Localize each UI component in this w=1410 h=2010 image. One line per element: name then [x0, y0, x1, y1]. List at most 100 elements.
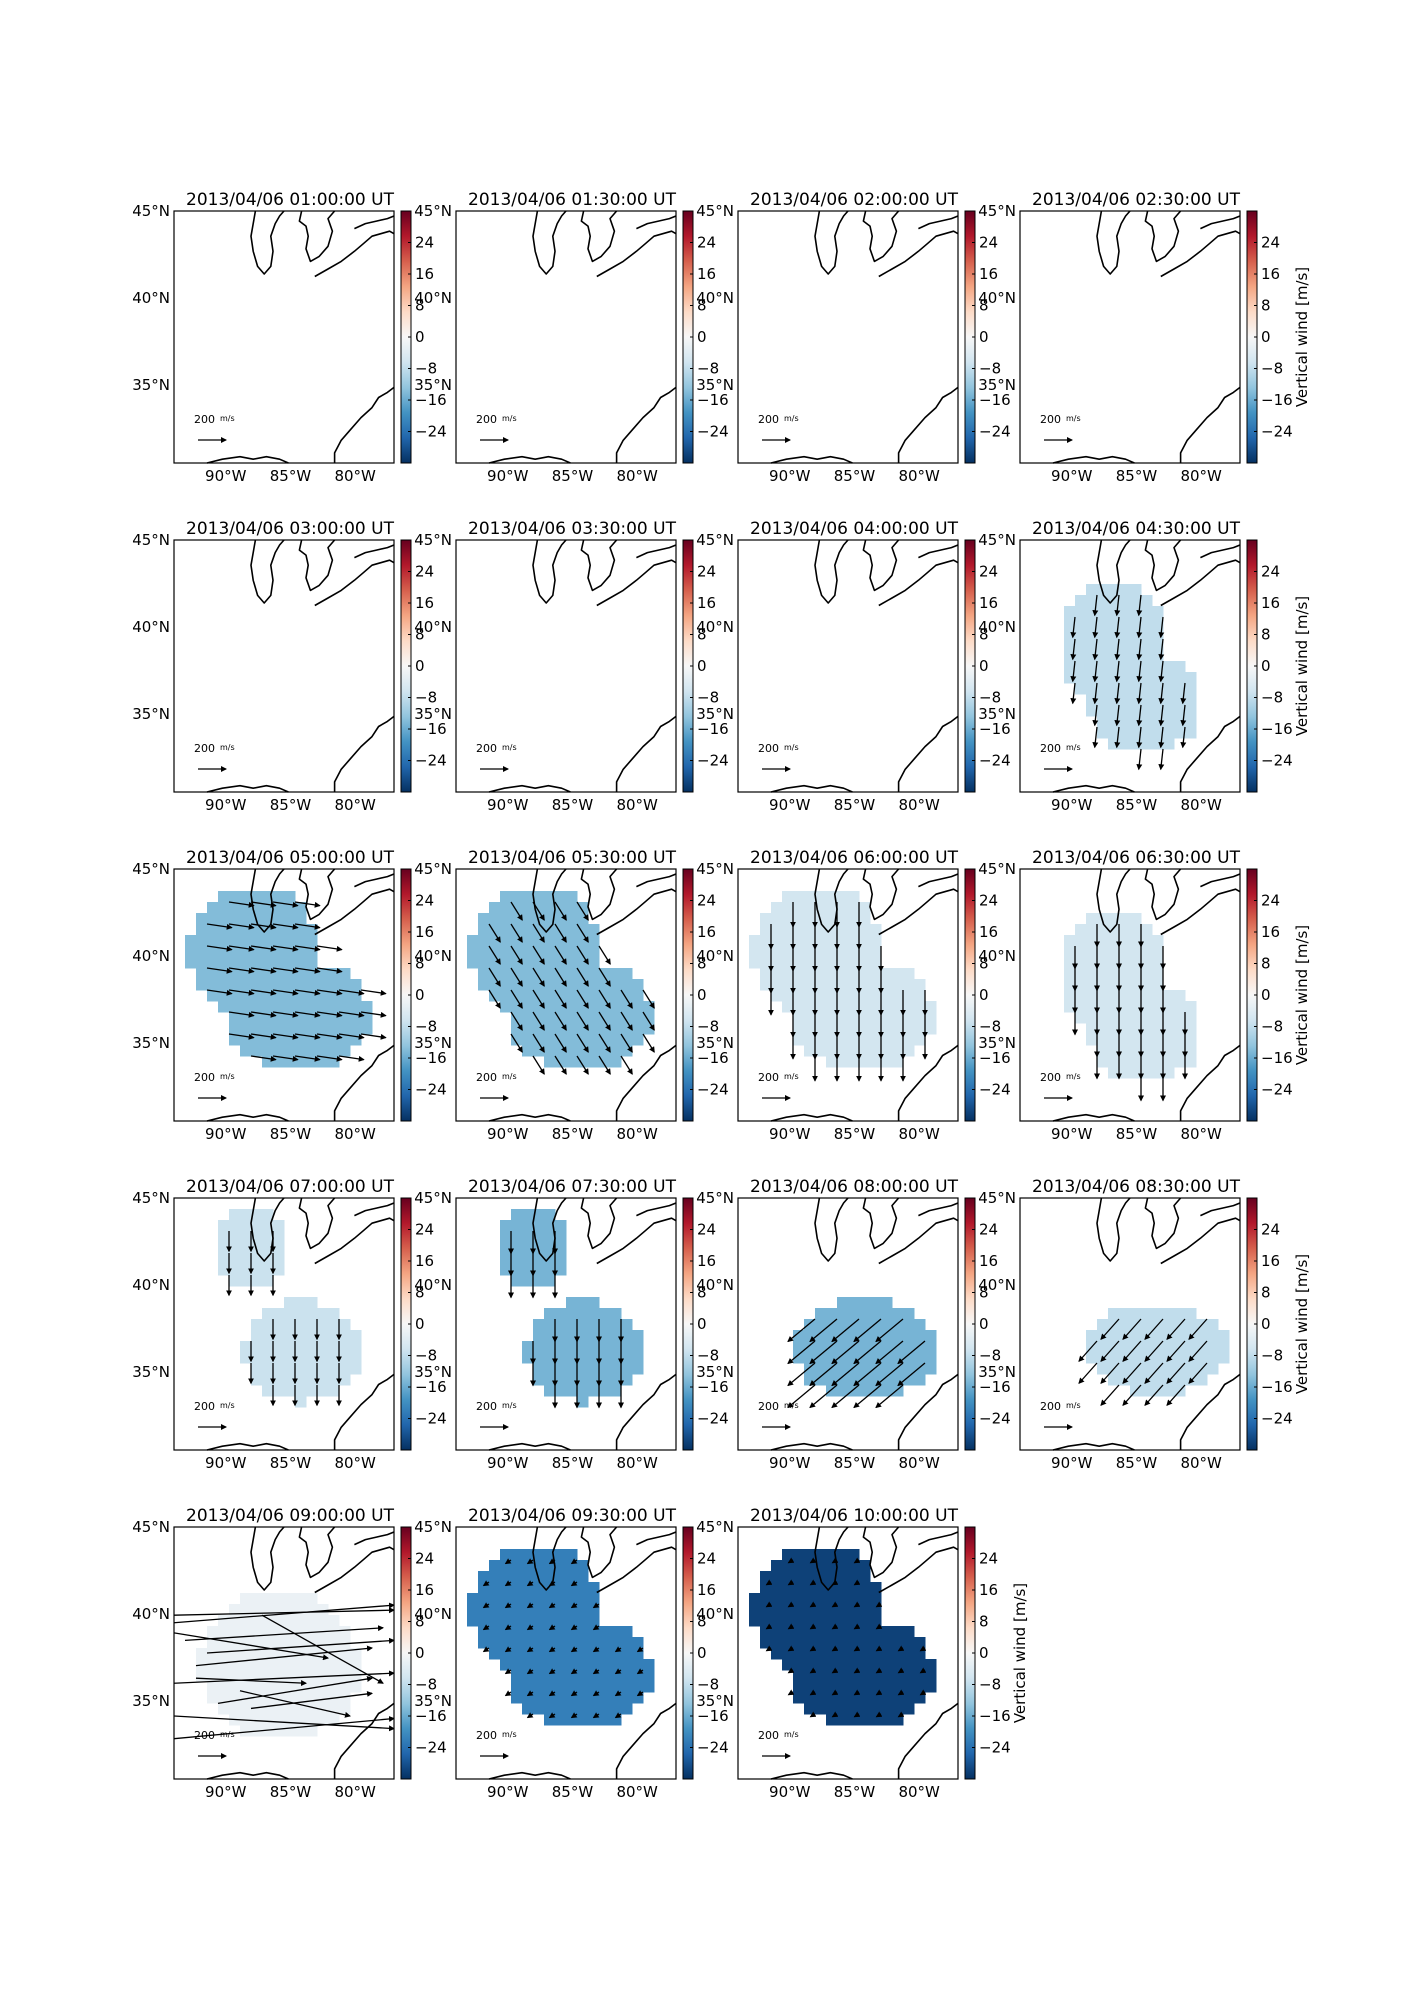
- colorbar-tick-label: 8: [697, 1284, 707, 1302]
- panel-title: 2013/04/06 04:30:00 UT: [1032, 519, 1241, 539]
- scale-unit: m/s: [220, 1072, 235, 1081]
- wind-vector: [250, 1011, 277, 1018]
- heatmap-cell: [229, 891, 241, 903]
- heatmap-cell: [544, 1374, 556, 1386]
- heatmap-cell: [1163, 990, 1175, 1002]
- wind-vector: [554, 901, 567, 921]
- colorbar-tick-label: −8: [979, 1347, 1001, 1365]
- heatmap-cell: [533, 1681, 545, 1693]
- lon-tick-label: 90°W: [487, 1454, 529, 1472]
- heatmap-cell: [837, 1045, 849, 1057]
- heatmap-cell: [848, 891, 860, 903]
- heatmap-cell: [339, 1637, 351, 1649]
- heatmap-cell: [1108, 913, 1120, 925]
- wind-vector: [554, 989, 567, 1009]
- lat-tick-label: 45°N: [414, 531, 452, 549]
- heatmap-cell: [914, 1670, 926, 1682]
- heatmap-cell: [555, 1549, 567, 1561]
- colorbar-tick-label: −16: [415, 1707, 447, 1725]
- coastline-path: [918, 215, 959, 230]
- heatmap-cell: [1141, 606, 1153, 618]
- heatmap-cell: [218, 913, 230, 925]
- wind-vector: [526, 1646, 534, 1653]
- heatmap-cell: [262, 935, 274, 947]
- heatmap-cell: [577, 1692, 589, 1704]
- heatmap-cell: [555, 1220, 567, 1232]
- heatmap-cell: [511, 1681, 523, 1693]
- heatmap-cell: [555, 1560, 567, 1572]
- heatmap-cell: [1141, 738, 1153, 750]
- map-frame: [455, 539, 677, 793]
- heatmap-cell: [1130, 1330, 1142, 1342]
- wind-vector: [576, 901, 589, 921]
- heatmap-cell: [1141, 628, 1153, 640]
- coastline-path: [636, 1531, 677, 1546]
- heatmap-cell: [837, 1615, 849, 1627]
- heatmap-cell: [588, 1385, 600, 1397]
- heatmap-cell: [317, 1330, 329, 1342]
- heatmap-cell: [760, 1604, 772, 1616]
- lon-tick-label: 80°W: [334, 1125, 376, 1143]
- heatmap-cell: [804, 990, 816, 1002]
- wind-vector: [875, 1645, 883, 1652]
- heatmap-cell: [1108, 1067, 1120, 1079]
- heatmap-cell: [218, 1231, 230, 1243]
- heatmap-cell: [1174, 1056, 1186, 1068]
- heatmap-cell: [544, 1648, 556, 1660]
- heatmap-cell: [588, 1341, 600, 1353]
- heatmap-cell: [1174, 683, 1186, 695]
- heatmap-cell: [804, 946, 816, 958]
- colorbar-tick-label: 16: [415, 1252, 434, 1270]
- heatmap-cell: [1152, 979, 1164, 991]
- colorbar-tick-label: −16: [1261, 391, 1293, 409]
- wind-vector: [570, 1690, 578, 1697]
- heatmap-cell: [1207, 1330, 1219, 1342]
- heatmap-cell: [588, 1023, 600, 1035]
- heatmap-cell: [262, 1703, 274, 1715]
- coastline-path: [488, 1771, 571, 1780]
- heatmap-cell: [500, 902, 512, 914]
- heatmap-cell: [1119, 979, 1131, 991]
- heatmap-cell: [815, 968, 827, 980]
- heatmap-cell: [848, 1319, 860, 1331]
- colorbar-tick-label: 16: [1261, 1252, 1280, 1270]
- heatmap-cell: [815, 1374, 827, 1386]
- wind-vector: [206, 1637, 394, 1654]
- heatmap-cell: [903, 1012, 915, 1024]
- heatmap-cell: [1108, 1012, 1120, 1024]
- heatmap-cell: [522, 1571, 534, 1583]
- heatmap-cell: [295, 1659, 307, 1671]
- heatmap-cell: [251, 1220, 263, 1232]
- heatmap-cell: [511, 1692, 523, 1704]
- heatmap-cell: [500, 913, 512, 925]
- heatmap-cell: [251, 979, 263, 991]
- panel-title: 2013/04/06 03:30:00 UT: [468, 519, 677, 539]
- heatmap-cell: [566, 1012, 578, 1024]
- heatmap-cell: [566, 1626, 578, 1638]
- coastline-path: [897, 1044, 959, 1121]
- heatmap-cell: [859, 990, 871, 1002]
- wind-vector: [853, 1318, 882, 1343]
- map-frame: [173, 868, 395, 1122]
- coastline-path: [580, 868, 618, 921]
- heatmap-cell: [621, 1045, 633, 1057]
- colorbar-tick-label: 0: [979, 1315, 989, 1333]
- heatmap-cell: [859, 902, 871, 914]
- scale-unit: m/s: [784, 1401, 799, 1410]
- wind-vector: [787, 1318, 816, 1343]
- heatmap-cell: [1141, 595, 1153, 607]
- heatmap-cell: [793, 1023, 805, 1035]
- lon-tick-label: 90°W: [769, 1783, 811, 1801]
- wind-vector: [1166, 1318, 1186, 1340]
- wind-vector: [1114, 660, 1121, 683]
- scale-label: 200: [476, 1400, 497, 1413]
- heatmap-cell: [1152, 694, 1164, 706]
- heatmap-cell: [317, 1604, 329, 1616]
- colorbar-tick-label: −8: [1261, 1347, 1283, 1365]
- heatmap-cell: [262, 1352, 274, 1364]
- coastline-path: [532, 1197, 567, 1262]
- heatmap-cell: [544, 1385, 556, 1397]
- wind-vector: [1144, 1318, 1164, 1340]
- colorbar-tick-label: 24: [697, 563, 716, 581]
